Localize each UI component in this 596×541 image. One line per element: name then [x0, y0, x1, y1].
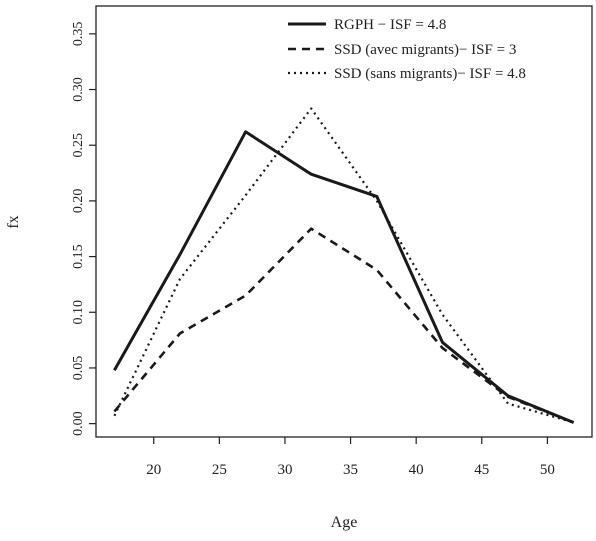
y-axis: 0.00 0.05 0.10 0.15 0.20 0.25 0.30 0.35 — [71, 22, 96, 436]
series-line-1 — [113, 130, 575, 424]
legend-label-2: SSD (avec migrants)− ISF = 3 — [334, 42, 516, 58]
plot-frame — [95, 5, 593, 438]
x-tick-label: 25 — [212, 462, 227, 478]
x-axis: 20 25 30 35 40 45 50 — [146, 437, 555, 478]
x-tick-label: 40 — [409, 462, 424, 478]
y-tick-label: 0.35 — [71, 22, 86, 47]
y-tick-label: 0.25 — [71, 133, 86, 158]
y-tick-label: 0.15 — [71, 244, 86, 269]
legend-label-1: RGPH − ISF = 4.8 — [334, 17, 446, 33]
x-axis-label: Age — [331, 514, 358, 531]
x-tick-label: 35 — [343, 462, 358, 478]
y-tick-label: 0.00 — [71, 411, 86, 436]
y-tick-label: 0.30 — [71, 77, 86, 102]
legend: RGPH − ISF = 4.8 SSD (avec migrants)− ISF… — [288, 17, 526, 82]
y-axis-label: fx — [5, 215, 22, 228]
y-tick-label: 0.20 — [71, 189, 86, 214]
x-tick-label: 30 — [277, 462, 292, 478]
y-tick-label: 0.05 — [71, 356, 86, 381]
series-layer — [113, 107, 575, 424]
series-line-3 — [113, 107, 574, 424]
x-tick-label: 20 — [146, 462, 161, 478]
x-tick-label: 45 — [474, 462, 489, 478]
legend-label-3: SSD (sans migrants)− ISF = 4.8 — [334, 66, 526, 82]
y-tick-label: 0.10 — [71, 300, 86, 325]
x-tick-label: 50 — [540, 462, 555, 478]
